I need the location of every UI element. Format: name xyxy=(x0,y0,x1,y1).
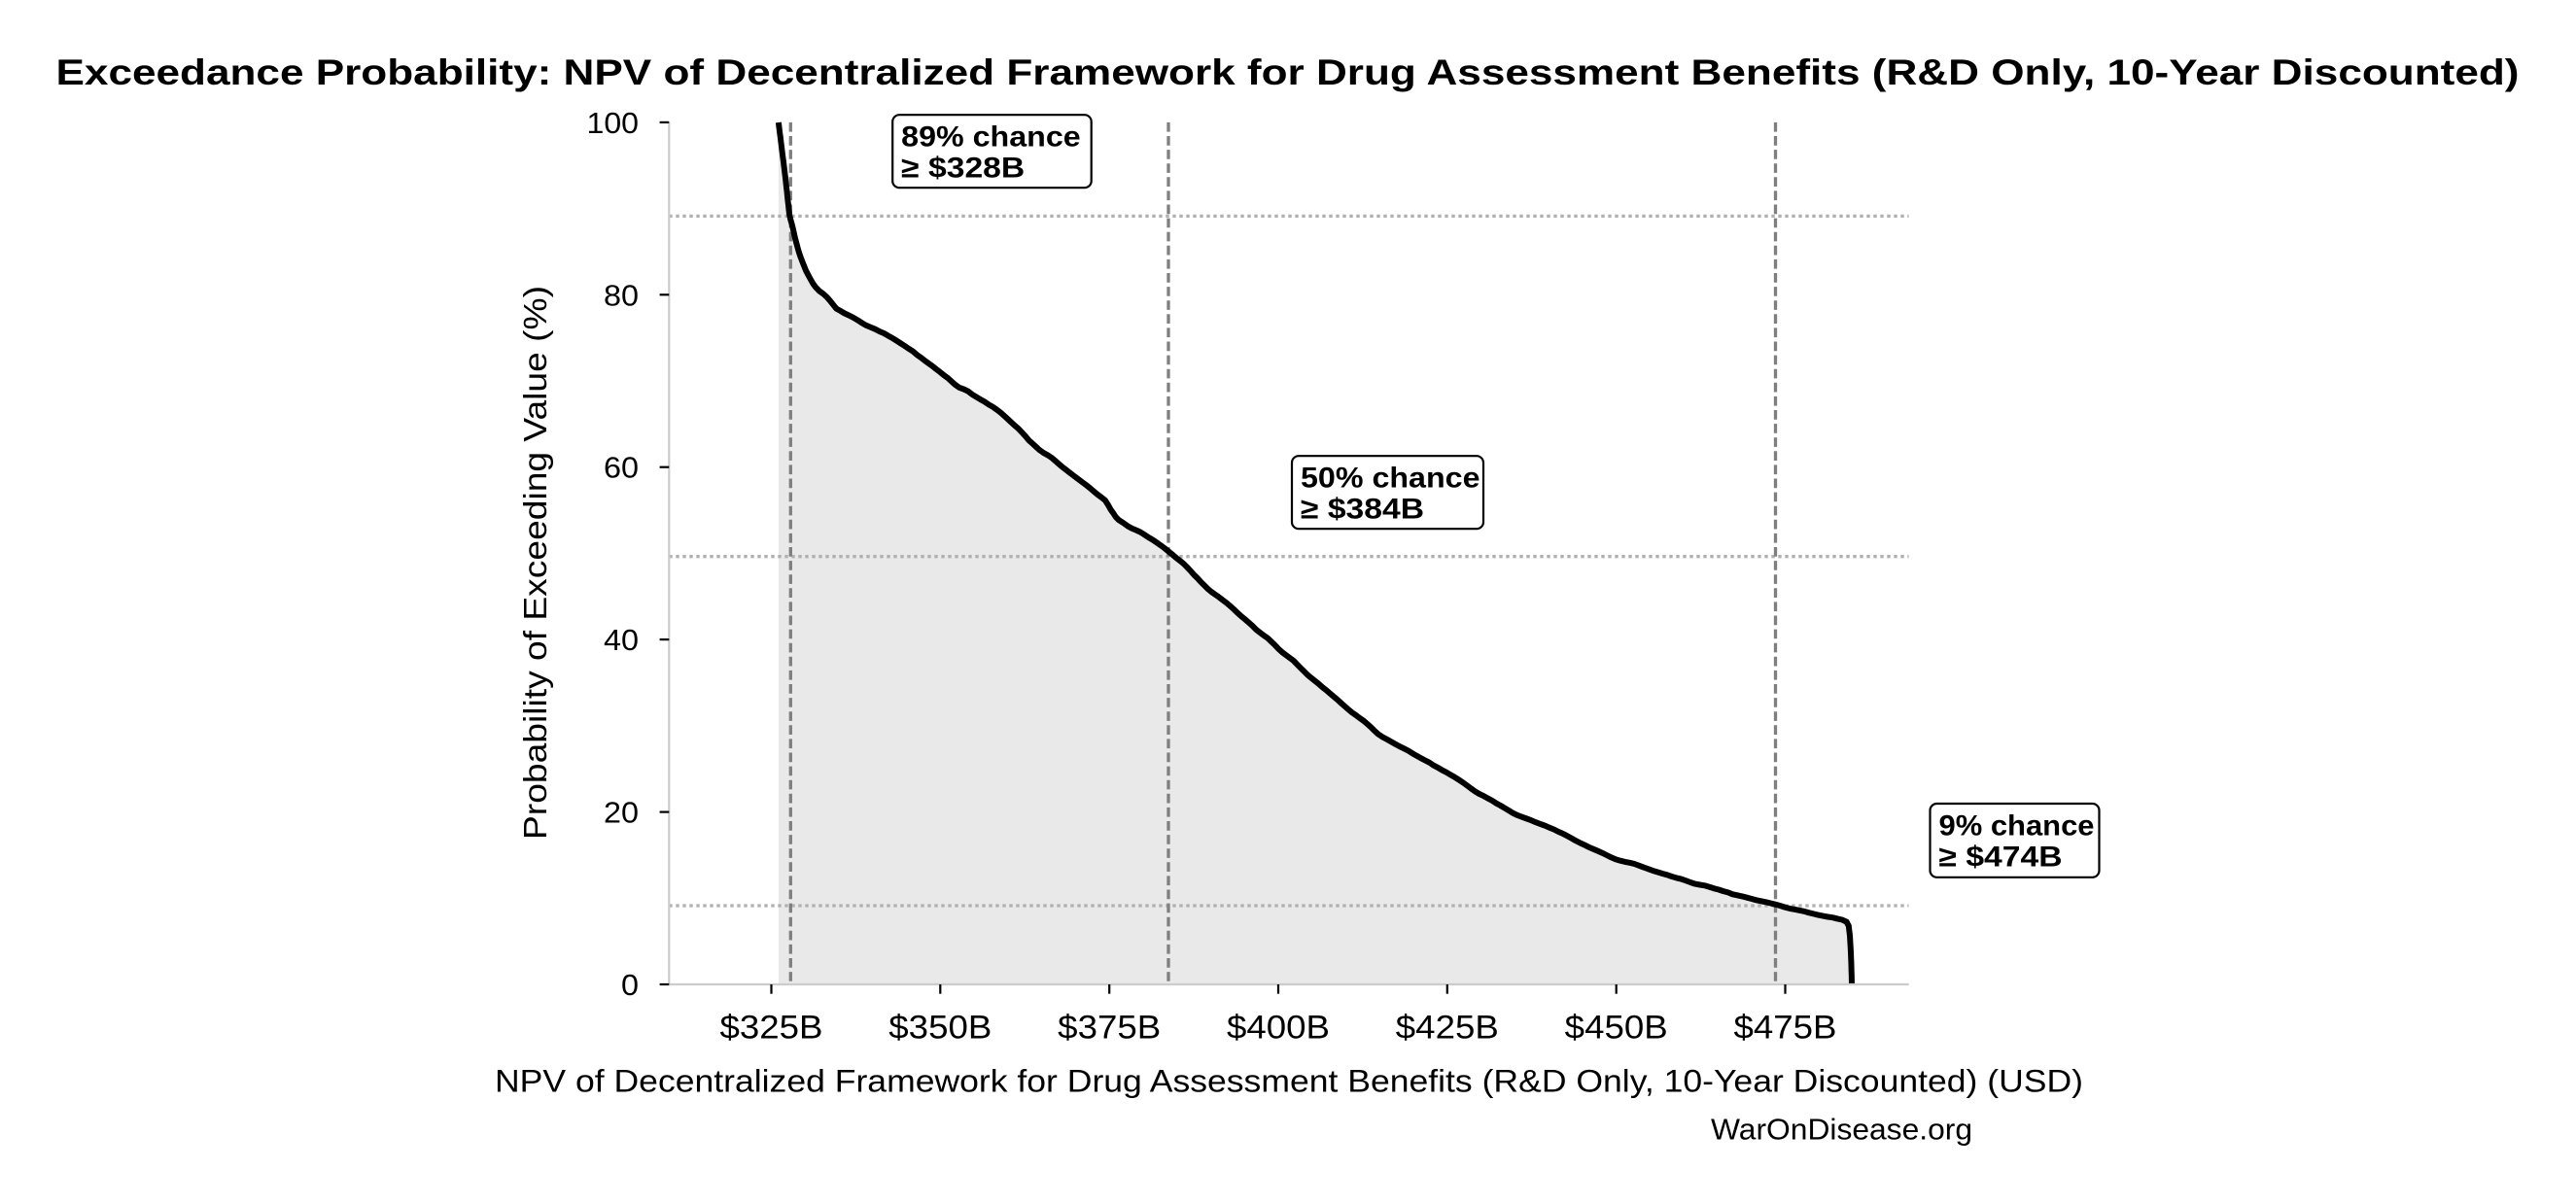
svg-text:$350B: $350B xyxy=(888,1010,992,1047)
svg-text:WarOnDisease.org: WarOnDisease.org xyxy=(1711,1114,1972,1147)
svg-text:40: 40 xyxy=(604,624,639,657)
svg-text:9% chance: 9% chance xyxy=(1939,810,2095,843)
svg-text:≥ $328B: ≥ $328B xyxy=(901,153,1025,185)
svg-text:100: 100 xyxy=(587,107,640,140)
svg-text:60: 60 xyxy=(604,452,639,485)
svg-text:$425B: $425B xyxy=(1396,1010,1499,1047)
svg-text:≥ $474B: ≥ $474B xyxy=(1939,842,2063,874)
svg-text:$475B: $475B xyxy=(1734,1010,1837,1047)
svg-text:$375B: $375B xyxy=(1058,1010,1161,1047)
svg-text:Probability of Exceeding Value: Probability of Exceeding Value (%) xyxy=(517,286,553,840)
svg-text:50% chance: 50% chance xyxy=(1301,463,1480,495)
svg-text:$325B: $325B xyxy=(720,1010,823,1047)
svg-text:$450B: $450B xyxy=(1565,1010,1668,1047)
svg-text:80: 80 xyxy=(604,279,639,312)
svg-text:≥ $384B: ≥ $384B xyxy=(1301,494,1424,526)
svg-text:89% chance: 89% chance xyxy=(901,121,1080,154)
svg-text:Exceedance Probability: NPV of: Exceedance Probability: NPV of Decentral… xyxy=(56,52,2520,92)
svg-text:$400B: $400B xyxy=(1227,1010,1330,1047)
svg-text:20: 20 xyxy=(604,797,639,830)
svg-text:0: 0 xyxy=(621,969,639,1002)
svg-text:NPV of Decentralized Framework: NPV of Decentralized Framework for Drug … xyxy=(495,1063,2083,1098)
